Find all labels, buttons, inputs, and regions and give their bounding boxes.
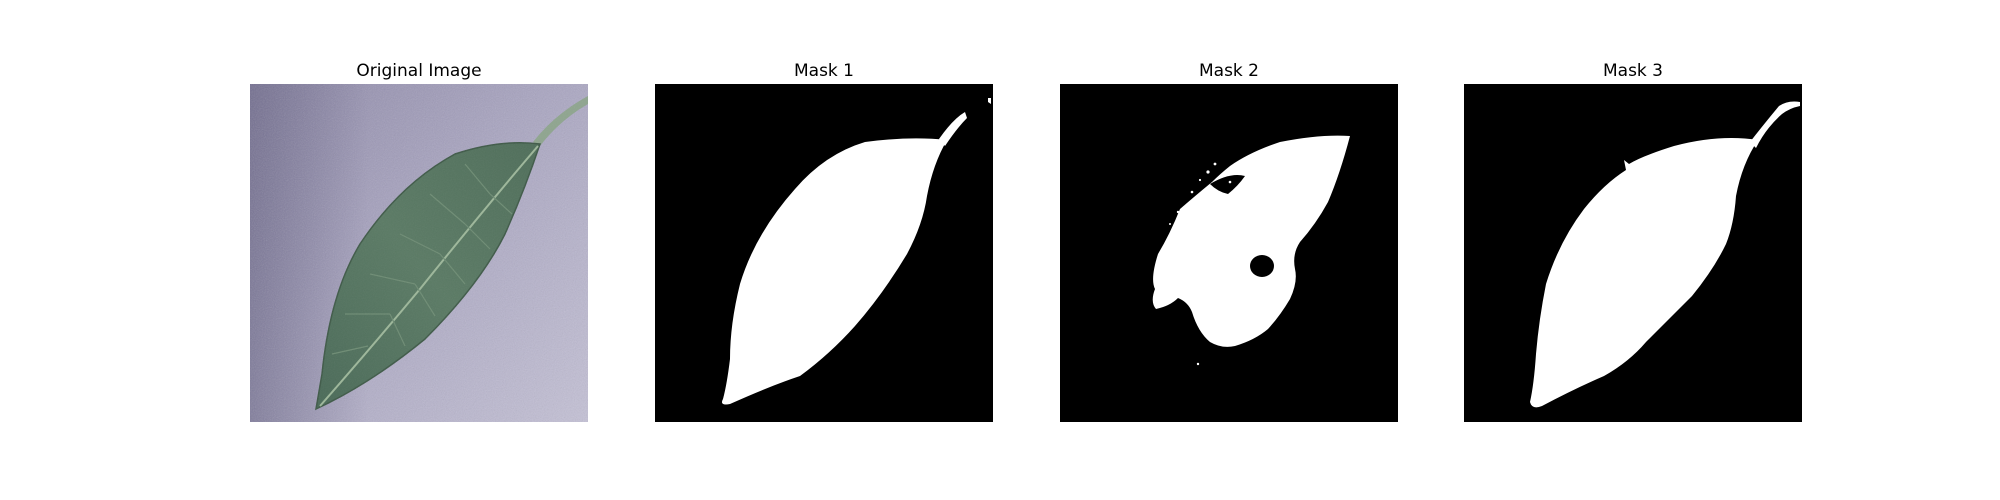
panel-mask-1: Mask 1 xyxy=(655,58,993,422)
original-leaf-photo xyxy=(250,84,588,422)
panel-title-original: Original Image xyxy=(356,61,482,81)
panel-mask-3: Mask 3 xyxy=(1464,58,1802,422)
panel-title-mask-1: Mask 1 xyxy=(793,61,854,81)
panel-mask-2: Mask 2 xyxy=(1060,58,1398,422)
panel-title-mask-3: Mask 3 xyxy=(1602,61,1663,81)
mask-1-image xyxy=(655,84,993,422)
mask-2-image xyxy=(1060,84,1398,422)
panel-original-image: Original Image xyxy=(250,58,588,422)
mask-3-image xyxy=(1464,84,1802,422)
panel-title-mask-2: Mask 2 xyxy=(1198,61,1259,81)
